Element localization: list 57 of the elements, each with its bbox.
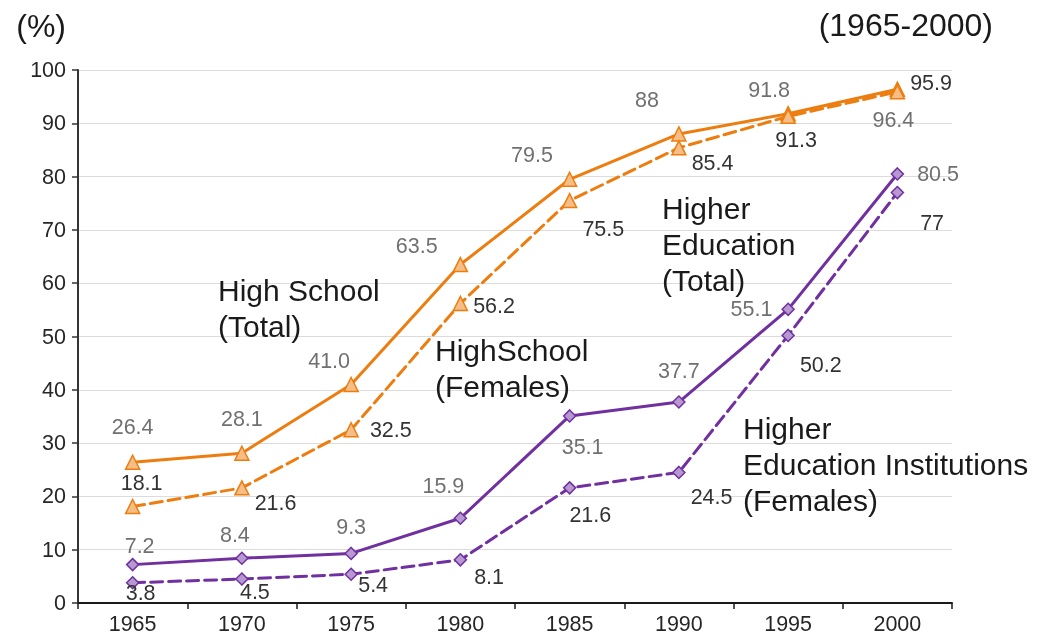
x-tick-label: 1985 [545, 612, 594, 636]
data-label: 80.5 [917, 161, 960, 186]
data-label: 75.5 [582, 216, 625, 241]
series-label: Higher Education Institutions (Females) [743, 411, 1029, 517]
x-tick-label: 1980 [436, 612, 485, 636]
data-label: 15.9 [422, 473, 465, 498]
data-label: 56.2 [473, 294, 515, 319]
data-label: 79.5 [511, 143, 553, 168]
data-label: 18.1 [120, 470, 163, 495]
data-label: 9.3 [336, 514, 367, 539]
data-label: 91.3 [775, 128, 818, 153]
data-label: 88 [634, 88, 659, 113]
y-tick-label: 0 [54, 591, 67, 615]
chart-title: (1965-2000) [818, 7, 993, 43]
series-label: Higher Education (Total) [662, 191, 796, 297]
data-label: 5.4 [358, 572, 389, 597]
data-label: 3.8 [125, 581, 156, 606]
y-tick-label: 50 [42, 324, 67, 349]
y-tick-label: 60 [42, 271, 67, 296]
y-tick-label: 10 [42, 537, 67, 562]
x-tick-label: 1975 [327, 612, 376, 636]
data-label: 26.4 [111, 414, 154, 439]
x-tick-label: 2000 [873, 612, 922, 636]
y-tick-label: 30 [42, 431, 67, 456]
data-label: 21.6 [569, 502, 612, 527]
data-label: 21.6 [254, 490, 297, 515]
series-label: HighSchool (Females) [435, 333, 589, 403]
y-tick-label: 80 [42, 164, 67, 189]
y-tick-label: 70 [42, 217, 67, 242]
data-label: 41.0 [308, 348, 351, 373]
data-label: 35.1 [561, 434, 604, 459]
y-axis-title: (%) [16, 8, 66, 44]
data-label: 91.8 [748, 77, 791, 102]
x-tick-label: 1995 [764, 612, 813, 636]
series-label: High School (Total) [218, 273, 380, 343]
data-label: 55.1 [730, 297, 773, 322]
data-label: 7.2 [124, 533, 155, 558]
data-label: 96.4 [872, 107, 915, 132]
data-label: 24.5 [690, 485, 733, 510]
data-label: 50.2 [799, 353, 842, 378]
x-tick-label: 1970 [217, 612, 266, 636]
data-label: 4.5 [239, 579, 270, 604]
data-label: 28.1 [220, 407, 263, 432]
x-tick-label: 1990 [654, 612, 703, 636]
x-tick-label: 1965 [108, 612, 157, 636]
y-tick-label: 90 [42, 111, 67, 136]
data-label: 32.5 [369, 417, 412, 442]
data-label: 37.7 [657, 359, 700, 384]
data-label: 85.4 [691, 150, 734, 175]
y-tick-label: 40 [42, 377, 67, 402]
data-label: 8.1 [474, 564, 505, 589]
data-label: 77 [920, 210, 945, 235]
data-label: 95.9 [910, 70, 952, 95]
y-tick-label: 100 [30, 58, 67, 82]
y-tick-label: 20 [42, 484, 67, 509]
data-label: 63.5 [395, 233, 438, 258]
data-label: 8.4 [219, 523, 250, 548]
